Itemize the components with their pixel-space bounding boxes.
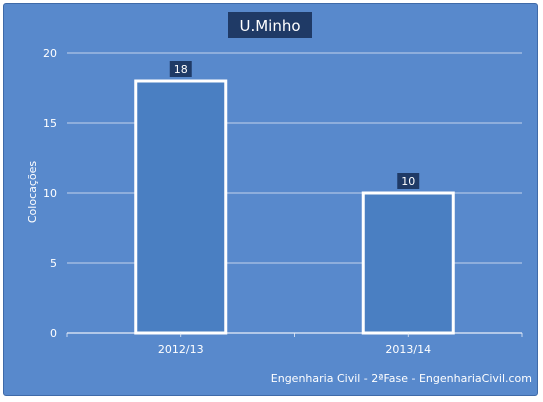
data-label: 18	[174, 63, 188, 76]
y-axis-label: Colocações	[26, 161, 39, 224]
chart-title-box	[228, 12, 312, 38]
bar-2013-14	[361, 191, 455, 335]
bar-2012-13	[134, 79, 228, 335]
chart-title: U.Minho	[239, 17, 300, 35]
x-tick-label: 2013/14	[385, 343, 431, 356]
y-tick-label: 10	[43, 187, 57, 200]
data-label: 10	[401, 175, 415, 188]
y-tick-label: 15	[43, 117, 57, 130]
y-axis-ticks: 0 5 10 15 20	[43, 47, 57, 340]
x-axis-ticks: 2012/13 2013/14	[66, 333, 523, 356]
y-tick-label: 5	[50, 257, 57, 270]
footer-credit: Engenharia Civil - 2ªFase - EngenhariaCi…	[271, 372, 532, 385]
data-label-box	[169, 61, 192, 77]
y-tick-label: 0	[50, 327, 57, 340]
data-label-box	[397, 173, 420, 189]
y-tick-label: 20	[43, 47, 57, 60]
x-tick-label: 2012/13	[158, 343, 204, 356]
